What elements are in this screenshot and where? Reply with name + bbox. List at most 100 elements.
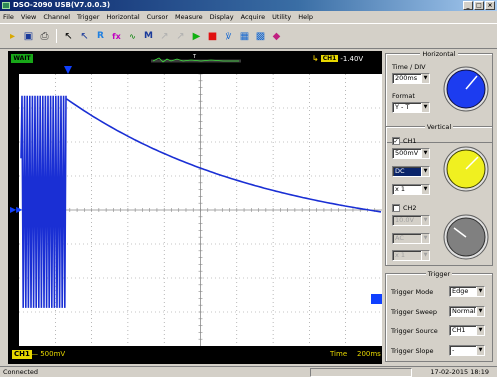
print-icon[interactable]: ⎙	[40, 30, 49, 42]
horizontal-title: Horizontal	[420, 50, 458, 58]
save-icon[interactable]: ▣	[23, 30, 34, 42]
chevron-down-icon: ▼	[476, 307, 484, 316]
scope-header: WAIT T ↳ CH1 -1.40V	[8, 51, 382, 66]
time-div-value: 200ms	[395, 74, 418, 82]
measure-icon[interactable]: M	[144, 30, 153, 41]
math-icon[interactable]: fx	[112, 31, 121, 41]
menu-measure[interactable]: Measure	[175, 13, 203, 21]
ch2-label: CH2	[403, 204, 417, 212]
toolbar-separator	[56, 29, 57, 43]
trigger-channel-badge: CH1	[320, 55, 339, 62]
ch2-coupling-select[interactable]: AC ▼	[392, 233, 430, 244]
cursor-b-icon[interactable]: ↗	[176, 30, 185, 42]
minimize-button[interactable]: _	[463, 1, 473, 10]
chevron-down-icon: ▼	[421, 185, 429, 194]
ch1-volts-value: 500mV	[395, 149, 419, 157]
stop-icon[interactable]: ■	[207, 30, 218, 42]
control-panel: Horizontal Time / DIV 200ms ▼ Format Y -…	[385, 50, 493, 364]
menu-acquire[interactable]: Acquire	[240, 13, 266, 21]
waveform-overview: T	[151, 54, 241, 63]
chevron-down-icon: ▼	[476, 346, 484, 355]
chevron-down-icon: ▼	[421, 216, 429, 225]
eraser-icon[interactable]: ◆	[272, 30, 281, 42]
close-button[interactable]: ×	[485, 1, 495, 10]
window-icon[interactable]: ▩	[255, 30, 266, 42]
format-select[interactable]: Y - T ▼	[392, 102, 430, 113]
menu-cursor[interactable]: Cursor	[146, 13, 169, 21]
horizontal-group: Horizontal Time / DIV 200ms ▼ Format Y -…	[385, 50, 493, 143]
ch2-checkbox[interactable]	[392, 204, 400, 212]
chevron-down-icon: ▼	[476, 326, 484, 335]
time-div-select[interactable]: 200ms ▼	[392, 73, 430, 84]
vertical-group: Vertical ✓ CH1 500mV ▼ DC ▼ x 1 ▼ CH2 10…	[385, 123, 493, 266]
menu-bar: File View Channel Trigger Horizontal Cur…	[0, 11, 497, 23]
scope-display[interactable]: WAIT T ↳ CH1 -1.40V ▶▶ CH1 — 500mV Time …	[8, 51, 382, 364]
waveform-plot[interactable]	[19, 74, 382, 346]
horizontal-timebase-knob[interactable]	[443, 66, 489, 112]
select-icon[interactable]: ↖	[80, 30, 89, 42]
maximize-button[interactable]: □	[474, 1, 484, 10]
status-datetime: 17-02-2015 18:19	[430, 368, 489, 376]
trigger-mode-select[interactable]: Edge ▼	[449, 286, 485, 297]
trigger-sweep-label: Trigger Sweep	[391, 308, 438, 316]
ch2-coupling-value: AC	[395, 234, 404, 242]
ch1-probe-value: x 1	[395, 185, 406, 193]
timebase-label: Time	[330, 350, 348, 358]
ch2-volts-value: 10.0V	[395, 216, 414, 224]
ref-icon[interactable]: R	[97, 30, 104, 41]
trigger-source-select[interactable]: CH1 ▼	[449, 325, 485, 336]
run-icon[interactable]: ▶	[192, 30, 201, 42]
format-value: Y - T	[395, 103, 410, 111]
ch1-ground-marker[interactable]: ▶▶	[10, 205, 23, 214]
trigger-slope-value: -	[452, 346, 455, 354]
chevron-down-icon: ▼	[421, 251, 429, 260]
open-folder-icon[interactable]: ▸	[9, 30, 16, 42]
ch1-volts-select[interactable]: 500mV ▼	[392, 148, 430, 159]
menu-horizontal[interactable]: Horizontal	[106, 13, 140, 21]
chevron-down-icon: ▼	[421, 149, 429, 158]
ch2-volts-knob[interactable]	[443, 214, 489, 260]
ch1-label: CH1	[403, 137, 417, 145]
menu-file[interactable]: File	[3, 13, 14, 21]
fft-icon[interactable]: ∿	[129, 31, 136, 41]
ch1-waveform-trace	[20, 95, 382, 308]
ch2-volts-select[interactable]: 10.0V ▼	[392, 215, 430, 226]
trigger-slope-label: Trigger Slope	[391, 347, 434, 355]
chevron-down-icon: ▼	[421, 103, 429, 112]
timebase-value: 200ms	[357, 350, 381, 358]
display-icon[interactable]: ▦	[239, 30, 250, 42]
chevron-down-icon: ▼	[421, 74, 429, 83]
menu-utility[interactable]: Utility	[272, 13, 292, 21]
chevron-down-icon: ▼	[421, 234, 429, 243]
trigger-level-marker[interactable]	[371, 294, 382, 304]
menu-view[interactable]: View	[20, 13, 37, 21]
trigger-sweep-value: Normal	[452, 307, 476, 315]
trigger-source-value: CH1	[452, 326, 466, 334]
status-bar: Connected 17-02-2015 18:19	[0, 366, 497, 377]
time-div-label: Time / DIV	[392, 63, 426, 71]
svg-text:T: T	[192, 54, 197, 60]
trigger-mode-value: Edge	[452, 287, 469, 295]
cursor-a-icon[interactable]: ↗	[160, 30, 169, 42]
app-icon	[2, 2, 10, 9]
menu-channel[interactable]: Channel	[43, 13, 71, 21]
pointer-icon[interactable]: ↖	[64, 30, 73, 42]
trigger-slope-select[interactable]: - ▼	[449, 345, 485, 356]
trigger-position-marker[interactable]	[64, 66, 72, 74]
trigger-slope-icon: ↳	[312, 54, 319, 63]
acquisition-status-badge: WAIT	[11, 54, 33, 63]
trigger-title: Trigger	[425, 270, 453, 278]
ch1-probe-select[interactable]: x 1 ▼	[392, 184, 430, 195]
connection-status: Connected	[3, 368, 39, 376]
ch1-checkbox[interactable]: ✓	[392, 137, 400, 145]
menu-help[interactable]: Help	[298, 13, 314, 21]
trigger-mode-label: Trigger Mode	[391, 288, 434, 296]
trigger-level-value: -1.40V	[340, 54, 364, 63]
trigger-sweep-select[interactable]: Normal ▼	[449, 306, 485, 317]
single-icon[interactable]: ℣	[225, 31, 232, 41]
menu-display[interactable]: Display	[209, 13, 234, 21]
ch2-probe-select[interactable]: x 1 ▼	[392, 250, 430, 261]
ch1-coupling-select[interactable]: DC ▼	[392, 166, 430, 177]
menu-trigger[interactable]: Trigger	[77, 13, 100, 21]
ch1-volts-knob[interactable]	[443, 146, 489, 192]
